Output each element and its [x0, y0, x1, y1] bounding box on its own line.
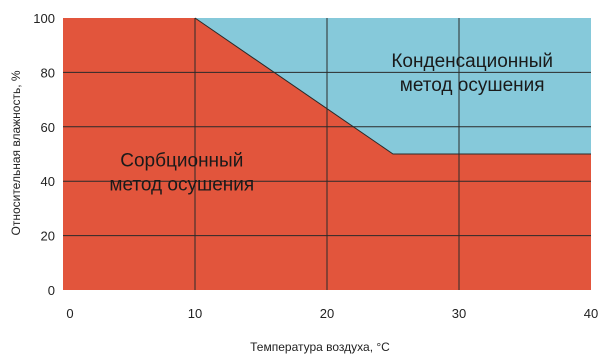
grid-layer — [63, 18, 591, 290]
y-tick-label-0: 0 — [48, 283, 55, 298]
y-tick-label-80: 80 — [41, 65, 55, 80]
sorption-label-line-2: метод осушения — [109, 174, 254, 195]
y-tick-label-100: 100 — [33, 11, 55, 26]
region-labels-layer: Сорбционный метод осушения Конденсационный… — [109, 51, 553, 195]
x-tick-label-30: 30 — [452, 306, 466, 321]
x-tick-label-0: 0 — [66, 306, 73, 321]
x-tick-label-40: 40 — [584, 306, 598, 321]
y-axis-label: Относительная влажность, % — [9, 70, 23, 235]
x-tick-label-10: 10 — [188, 306, 202, 321]
x-tick-label-20: 20 — [320, 306, 334, 321]
condensation-label-line-1: Конденсационный — [391, 51, 553, 72]
condensation-label-line-2: метод осушения — [400, 75, 545, 96]
x-axis-label: Температура воздуха, °C — [250, 340, 390, 354]
y-tick-label-40: 40 — [41, 174, 55, 189]
x-axis-ticks: 0 10 20 30 40 — [66, 306, 598, 321]
sorption-label-line-1: Сорбционный — [120, 150, 243, 171]
y-tick-label-60: 60 — [41, 120, 55, 135]
condensation-region — [195, 18, 591, 154]
region-boundary-line — [194, 17, 591, 155]
y-tick-label-20: 20 — [41, 229, 55, 244]
y-axis-ticks: 0 20 40 60 80 100 — [33, 11, 55, 298]
